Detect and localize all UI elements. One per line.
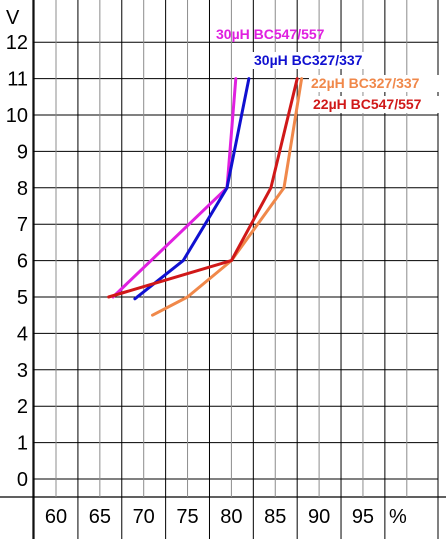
y-tick-label: 2 <box>17 396 28 418</box>
x-tick-label: 90 <box>308 506 330 528</box>
legend-label-bg <box>309 75 441 92</box>
series-line-2 <box>133 77 251 301</box>
x-tick-label: 75 <box>176 506 198 528</box>
y-tick-label: 10 <box>6 105 28 127</box>
y-tick-label: 8 <box>17 178 28 200</box>
x-tick-labels: 60 65 70 75 80 85 90 95 <box>45 506 374 528</box>
x-tick-label: 70 <box>133 506 155 528</box>
y-tick-label: 12 <box>6 32 28 54</box>
y-tick-label: 3 <box>17 360 28 382</box>
y-tick-label: 1 <box>17 433 28 455</box>
y-tick-label: 4 <box>17 323 28 345</box>
series-lines <box>107 77 304 317</box>
legend-label-bg <box>311 96 443 113</box>
x-tick-label: 80 <box>220 506 242 528</box>
legend: 30µH BC547/557 30µH BC327/337 22µH BC327/3… <box>216 26 443 113</box>
y-tick-label: 0 <box>17 469 28 491</box>
series-line-4 <box>107 77 299 299</box>
y-tick-label: 5 <box>17 287 28 309</box>
legend-label-4: 22µH BC547/557 <box>313 96 422 112</box>
x-axis-label: % <box>389 506 407 528</box>
x-tick-label: 65 <box>89 506 111 528</box>
axes: V % <box>6 7 407 528</box>
y-tick-label: 11 <box>7 69 28 91</box>
x-tick-label: 60 <box>45 506 67 528</box>
y-tick-label: 9 <box>17 141 28 163</box>
legend-label-3: 22µH BC327/337 <box>311 75 420 91</box>
x-tick-label: 95 <box>352 506 374 528</box>
legend-label-bg <box>252 52 384 69</box>
y-tick-label: 6 <box>17 251 28 273</box>
series-line-3 <box>151 77 304 317</box>
x-tick-label: 85 <box>264 506 286 528</box>
y-axis-label: V <box>6 7 20 29</box>
y-tick-label: 7 <box>17 214 28 236</box>
legend-label-1: 30µH BC547/557 <box>216 26 325 42</box>
legend-label-2: 30µH BC327/337 <box>254 52 363 68</box>
